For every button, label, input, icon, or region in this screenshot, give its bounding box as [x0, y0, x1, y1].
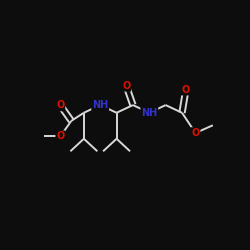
- Text: NH: NH: [92, 100, 108, 110]
- Text: O: O: [192, 128, 200, 138]
- Text: O: O: [182, 85, 190, 95]
- Text: O: O: [56, 100, 64, 110]
- Text: O: O: [122, 81, 130, 91]
- Text: O: O: [56, 131, 64, 141]
- Text: NH: NH: [141, 108, 158, 118]
